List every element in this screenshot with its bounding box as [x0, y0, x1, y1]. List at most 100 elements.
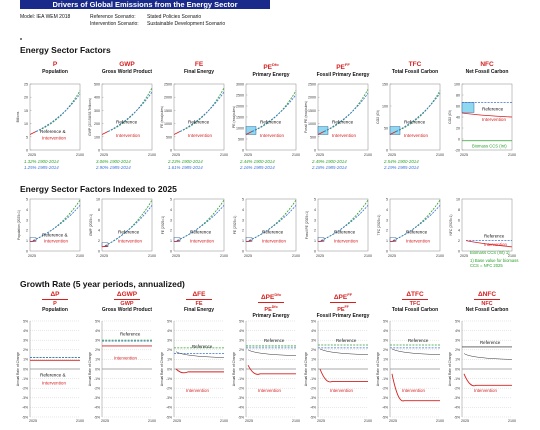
y-axis-label: PE (exajoules) [232, 106, 236, 128]
plot-frame [29, 83, 81, 151]
y-axis-label: CO2 (Gt) [376, 110, 380, 124]
y-tick-label: 10 [456, 198, 460, 202]
y-tick-label: 5 [314, 198, 316, 202]
growth-note-blue: 2.19% 1985-2014 [384, 164, 419, 170]
y-axis-label: Fossil PE (exajoules) [304, 101, 308, 133]
reference-line-blue [179, 91, 225, 132]
y-tick-label: 1% [455, 358, 460, 362]
reference-line-blue [248, 204, 297, 241]
intervention-line [319, 368, 368, 383]
reference-line-green [176, 199, 225, 241]
y-axis-label: FE (2025=1) [161, 216, 165, 234]
y-tick-label: -4% [166, 406, 172, 410]
y-tick-label: 4% [23, 329, 28, 333]
y-axis-label: GWP (2015US$ Trillions) [88, 98, 92, 136]
y-tick-label: 5 [26, 135, 28, 139]
intervention-line [101, 131, 109, 135]
intervention-label: Intervention [42, 135, 66, 140]
column-symbol: ΔFE [192, 291, 206, 298]
column-symbol: ΔNFC [477, 291, 497, 298]
growth-note-green: 2.54% 1900-2014 [384, 159, 419, 164]
x-tick-label: 2025 [316, 153, 324, 157]
y-tick-label: 3 [314, 218, 316, 222]
column-name: Fossil Primary Energy [316, 312, 370, 319]
reference-label: Reference [190, 229, 212, 234]
y-tick-label: 4% [311, 329, 316, 333]
y-tick-label: -3% [166, 396, 172, 400]
y-tick-label: 2500 [236, 94, 244, 98]
reference-modeled-line [247, 349, 297, 356]
historic-growth-note: 2.44% 1900-2014 2.16% 1985-2014 [240, 159, 275, 170]
fraction-rule [186, 299, 212, 300]
column-symbol: ΔGWP [116, 291, 138, 298]
historic-growth-note: 2.54% 1900-2014 2.19% 1985-2014 [384, 159, 419, 170]
y-tick-label: 4 [386, 208, 388, 212]
y-tick-label: 500 [166, 135, 172, 139]
y-tick-label: 0 [26, 250, 28, 254]
growth-note-blue: 1.61% 1985-2014 [168, 164, 203, 170]
y-tick-label: 5% [239, 319, 244, 323]
factor-chart-svg: -20 0 20 40 60 80 100 CO2 (Gt) 2025 2100 Reference… [448, 83, 516, 158]
y-tick-label: 2000 [308, 96, 316, 100]
indexed-chart-svg: 0 1 2 3 4 5 Fossil PE (2025=1) 2025 2100 Referenc… [305, 198, 372, 259]
intervention-line [389, 240, 397, 242]
plot-frame [101, 83, 153, 151]
y-tick-label: 5 [386, 198, 388, 202]
growth-chart-6: 5% 4% 3% 2% 1% 0% -1% -2% -3% -4% -5% Annual Rate o… [448, 319, 516, 423]
y-axis-label: Annual Rate of Change [232, 352, 236, 386]
reference-line-blue [176, 204, 225, 241]
column-symbol-denominator: NFC [481, 301, 493, 307]
x-tick-label: 2100 [220, 419, 228, 423]
intervention-label: Intervention [190, 239, 214, 244]
y-tick-label: -5% [310, 415, 316, 419]
y-tick-label: 4% [455, 329, 460, 333]
biomass-label: Biomass CCS (Int) [472, 143, 507, 148]
y-tick-label: 1000 [164, 122, 172, 126]
y-tick-label: 0% [311, 367, 316, 371]
growth-chart-svg: 5% 4% 3% 2% 1% 0% -1% -2% -3% -4% -5% Annual Rate o… [16, 319, 84, 423]
reference-scenario-label: Reference Scenario: [90, 14, 136, 20]
column-symbol: ΔPEFF [333, 292, 353, 302]
x-tick-label: 2100 [148, 254, 156, 258]
reference-label: Reference [484, 233, 505, 238]
y-tick-label: -3% [94, 396, 100, 400]
y-tick-label: 0% [167, 367, 172, 371]
x-tick-label: 2100 [76, 419, 84, 423]
intervention-label: Intervention [258, 388, 282, 393]
intervention-line [465, 240, 513, 248]
growth-note-green: 2.49% 1900-2014 [312, 159, 347, 164]
y-tick-label: 20 [24, 96, 28, 100]
x-tick-label: 2025 [316, 254, 324, 258]
y-tick-label: 1% [239, 358, 244, 362]
y-tick-label: 500 [238, 138, 244, 142]
factor-chart-svg: 0 500 1000 1500 2000 2500 Fossil PE (exajoules… [304, 83, 372, 158]
y-tick-label: -4% [382, 406, 388, 410]
gap-fill [317, 126, 329, 135]
y-axis-label: TFC (2025=1) [377, 215, 381, 236]
growth-chart-1: 5% 4% 3% 2% 1% 0% -1% -2% -3% -4% -5% Annual Rate o… [88, 319, 156, 423]
y-tick-label: 15 [24, 109, 28, 113]
biomass-footnote: 1) Base value for biomass CCS = NFC 2025 [470, 258, 519, 268]
y-tick-label: 2% [239, 348, 244, 352]
x-tick-label: 2025 [172, 254, 180, 258]
factor-header-2: FE Final Energy [164, 61, 234, 76]
x-tick-label: 2025 [461, 419, 469, 423]
intervention-line [389, 131, 397, 135]
intervention-label: Intervention [262, 239, 286, 244]
y-tick-label: 5 [170, 198, 172, 202]
y-axis-label: Annual Rate of Change [88, 352, 92, 386]
column-name: Primary Energy [252, 72, 290, 79]
page-banner: Drivers of Global Emissions from the Ene… [20, 0, 270, 9]
y-tick-label: 2 [314, 229, 316, 233]
y-tick-label: -1% [310, 377, 316, 381]
intervention-label: Intervention [44, 239, 68, 244]
factor-header-3: PEDfo Primary Energy [236, 61, 306, 79]
reference-label: Reference [192, 344, 213, 349]
factor-header-5: TFC Total Fossil Carbon [380, 61, 450, 76]
y-tick-label: 2% [23, 348, 28, 352]
growth-chart-svg: 5% 4% 3% 2% 1% 0% -1% -2% -3% -4% -5% Annual Rate o… [304, 319, 372, 423]
y-tick-label: 3% [311, 339, 316, 343]
y-tick-label: -5% [94, 415, 100, 419]
plot-frame [317, 83, 369, 151]
